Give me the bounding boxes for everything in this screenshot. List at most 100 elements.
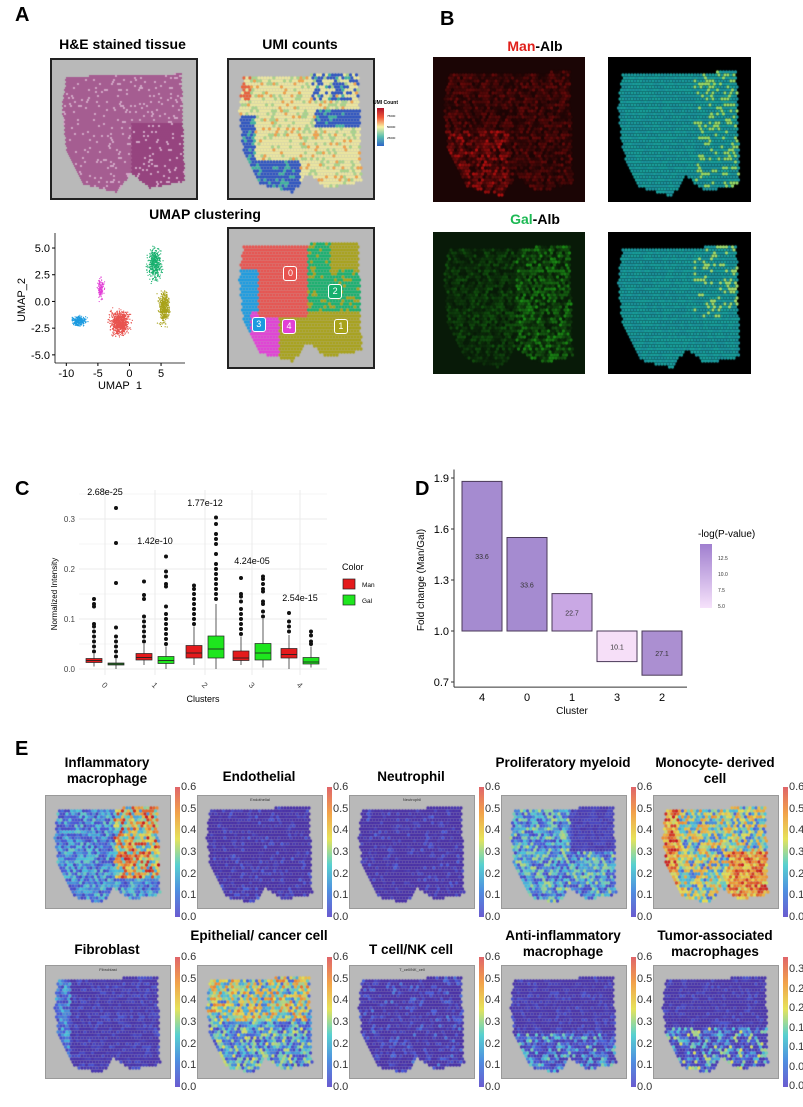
umap-point <box>164 326 166 328</box>
outlier <box>261 582 265 586</box>
umap-point <box>157 251 160 253</box>
umap-point <box>163 300 165 302</box>
umap-point <box>158 262 160 264</box>
umap-point <box>165 312 168 314</box>
umap-point <box>119 318 121 320</box>
map-subtitle: Neutrophil <box>402 797 422 802</box>
umap-point <box>99 292 102 294</box>
umap-point <box>151 271 153 273</box>
umap-point <box>158 254 160 256</box>
umap-point <box>161 322 163 324</box>
umap-point <box>127 315 129 318</box>
umap-point <box>114 318 116 321</box>
umap-point <box>160 307 162 309</box>
colorbar-tick: 0.5 <box>181 972 197 985</box>
umap-point <box>121 334 123 337</box>
outlier <box>214 537 218 541</box>
umap-point <box>112 331 114 333</box>
umi-tick: 50000 <box>387 125 396 129</box>
umap-point <box>167 305 169 307</box>
umap-point <box>73 321 75 323</box>
colorbar-tick: 0.5 <box>485 972 501 985</box>
umap-point <box>148 265 150 267</box>
umap-point <box>98 284 100 286</box>
umap-point <box>110 309 112 311</box>
bar-cluster-3 <box>596 630 638 663</box>
umap-point <box>112 332 114 335</box>
x-tick: 1 <box>569 692 575 704</box>
umap-point <box>80 324 82 326</box>
umap-point <box>100 291 102 293</box>
umap-point <box>112 327 115 329</box>
colorbar-tick: 0.3 <box>637 1016 653 1028</box>
umap-point <box>146 263 148 265</box>
umap-point <box>78 324 80 326</box>
umap-point <box>82 321 84 323</box>
umap-point <box>152 260 154 263</box>
outlier <box>114 644 118 649</box>
umap-point <box>167 307 169 309</box>
umap-point <box>155 276 157 278</box>
x-tick: 0 <box>524 692 530 704</box>
man-alb-overlay <box>608 57 751 202</box>
umap-point <box>109 320 112 322</box>
umap-point <box>111 328 114 330</box>
umap-point <box>146 265 148 267</box>
bar-cluster-2 <box>641 630 683 676</box>
umap-point <box>149 254 151 256</box>
umap-point <box>155 250 157 252</box>
outlier <box>239 612 243 616</box>
umap-point <box>115 331 118 333</box>
colorbar-tick: 0.5 <box>637 802 653 815</box>
x-tick: 1 <box>150 681 160 691</box>
umap-point <box>101 298 104 300</box>
umap-point <box>151 275 153 277</box>
umap-point <box>126 317 128 319</box>
cluster-label: 0 <box>283 266 298 282</box>
umap-point <box>122 311 124 313</box>
umap-point <box>161 306 163 308</box>
umap-point <box>168 311 170 314</box>
outlier <box>164 627 168 631</box>
colorbar-tick: 0.1 <box>789 889 803 902</box>
umap-point <box>152 265 154 267</box>
colorbar-tick: 0.0 <box>637 911 653 923</box>
colorbar-tick: 0.0 <box>333 1081 349 1093</box>
colorbar-tick: 0.00 <box>789 1080 803 1092</box>
umap-point <box>82 325 84 327</box>
umap-point <box>120 327 122 329</box>
bar-chart: 0.7 1.0 1.3 1.6 1.9 33.6 4 33.6 0 22.7 1 10.1 3 27.1 2… <box>416 469 755 717</box>
umap-point <box>167 303 169 305</box>
umap-point <box>126 324 129 326</box>
outlier <box>164 632 168 636</box>
bar-cluster-4 <box>461 480 503 632</box>
umap-point <box>155 258 157 260</box>
umap-point <box>127 332 129 334</box>
umap-point <box>129 318 131 320</box>
umap-point <box>156 270 158 272</box>
colorbar-tick: 0.6 <box>789 781 803 793</box>
umap-point <box>82 316 85 318</box>
outlier <box>142 639 146 644</box>
umap-point <box>150 255 152 258</box>
umap-point <box>157 262 159 264</box>
umap-point <box>149 249 152 251</box>
umap-point <box>159 277 161 279</box>
umap-point <box>162 298 164 300</box>
umap-point <box>120 312 122 314</box>
umap-point <box>154 273 156 276</box>
umap-point <box>150 254 152 256</box>
umap-point <box>119 322 121 324</box>
umap-y-tick: 0.0 <box>35 296 50 308</box>
cell-type-title: Epithelial/ cancer cell <box>190 928 328 943</box>
umap-point <box>113 330 115 332</box>
colorbar-tick: 0.2 <box>485 1037 501 1050</box>
umap-point <box>156 322 158 324</box>
p-value-annotation: 2.54e-15 <box>282 593 318 603</box>
umap-point <box>167 299 169 302</box>
umap-point <box>121 324 123 326</box>
umap-point <box>125 314 127 316</box>
alb-label: -Alb <box>532 211 560 227</box>
